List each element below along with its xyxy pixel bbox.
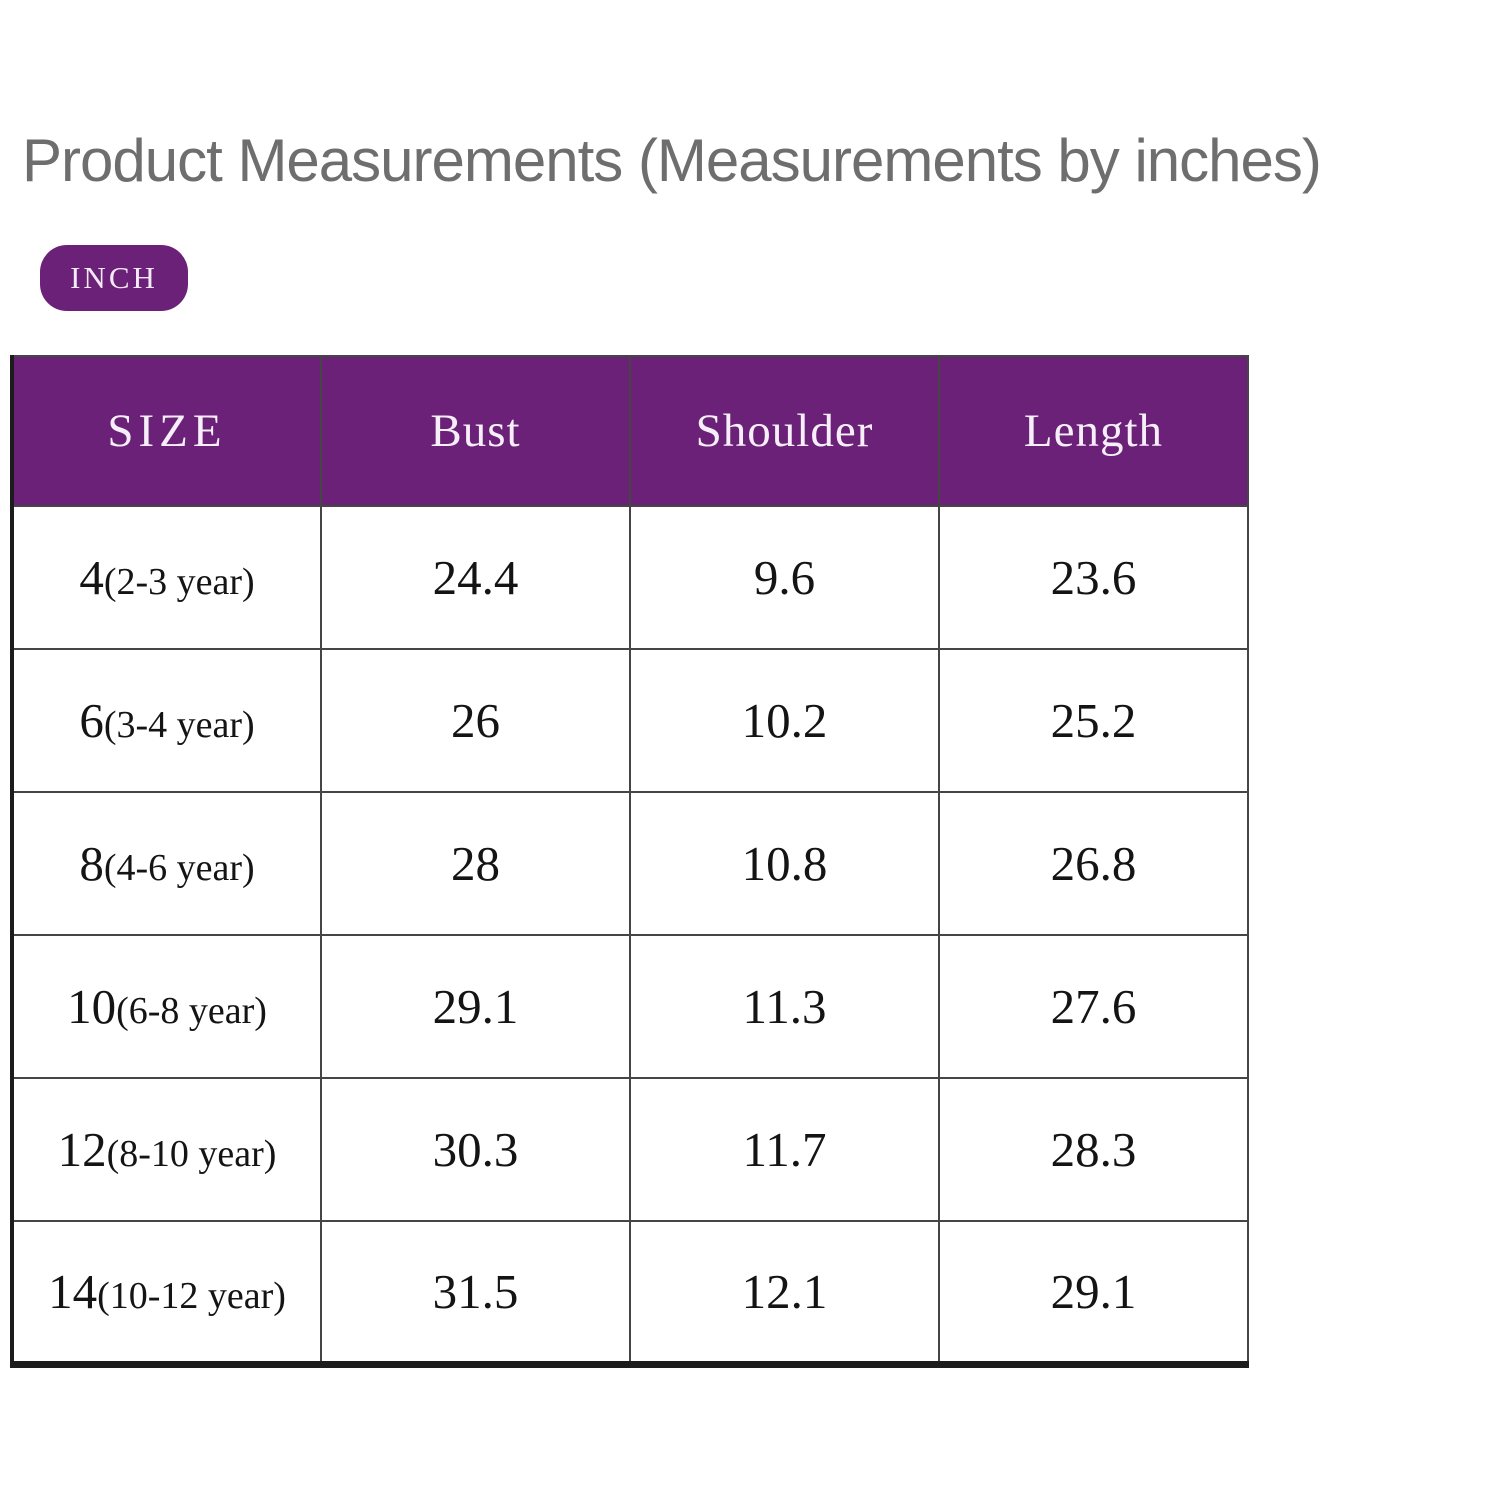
size-value: 6 xyxy=(79,693,104,748)
table-row: 8(4-6 year) 28 10.8 26.8 xyxy=(11,791,1249,936)
table-row: 6(3-4 year) 26 10.2 25.2 xyxy=(11,648,1249,793)
size-age-range: (2-3 year) xyxy=(103,561,255,603)
size-value: 14 xyxy=(48,1263,98,1319)
size-value: 10 xyxy=(67,979,117,1034)
shoulder-cell: 11.3 xyxy=(629,934,940,1079)
bust-cell: 26 xyxy=(320,648,631,793)
shoulder-cell: 11.7 xyxy=(629,1077,940,1222)
bust-cell: 30.3 xyxy=(320,1077,631,1222)
size-cell: 8(4-6 year) xyxy=(11,791,322,936)
table-row: 14(10-12 year) 31.5 12.1 29.1 xyxy=(11,1220,1249,1365)
size-value: 4 xyxy=(79,550,104,605)
bust-cell: 29.1 xyxy=(320,934,631,1079)
table-row: 12(8-10 year) 30.3 11.7 28.3 xyxy=(11,1077,1249,1222)
size-value: 8 xyxy=(79,836,104,891)
length-cell: 25.2 xyxy=(938,648,1249,793)
bust-cell: 31.5 xyxy=(320,1220,631,1365)
size-age-range: (10-12 year) xyxy=(97,1274,286,1317)
column-header-size: SIZE xyxy=(11,355,322,507)
size-cell: 6(3-4 year) xyxy=(11,648,322,793)
size-cell: 14(10-12 year) xyxy=(11,1220,322,1365)
table-row: 4(2-3 year) 24.4 9.6 23.6 xyxy=(11,505,1249,650)
size-cell: 12(8-10 year) xyxy=(11,1077,322,1222)
table-row: 10(6-8 year) 29.1 11.3 27.6 xyxy=(11,934,1249,1079)
size-cell: 10(6-8 year) xyxy=(11,934,322,1079)
length-cell: 23.6 xyxy=(938,505,1249,650)
size-chart-table: SIZE Bust Shoulder Length 4(2-3 year) 24… xyxy=(10,355,1249,1368)
page-title: Product Measurements (Measurements by in… xyxy=(22,127,1322,194)
size-cell: 4(2-3 year) xyxy=(11,505,322,650)
shoulder-cell: 10.8 xyxy=(629,791,940,936)
length-cell: 26.8 xyxy=(938,791,1249,936)
unit-badge-label: INCH xyxy=(70,260,158,295)
size-value: 12 xyxy=(57,1122,107,1177)
length-cell: 27.6 xyxy=(938,934,1249,1079)
size-age-range: (6-8 year) xyxy=(116,990,267,1032)
column-header-length: Length xyxy=(938,355,1249,507)
shoulder-cell: 9.6 xyxy=(629,505,940,650)
bust-cell: 24.4 xyxy=(320,505,631,650)
column-header-shoulder: Shoulder xyxy=(629,355,940,507)
column-header-bust: Bust xyxy=(320,355,631,507)
shoulder-cell: 10.2 xyxy=(629,648,940,793)
header-row: SIZE Bust Shoulder Length xyxy=(11,355,1249,507)
unit-badge: INCH xyxy=(40,245,188,311)
shoulder-cell: 12.1 xyxy=(629,1220,940,1365)
length-cell: 28.3 xyxy=(938,1077,1249,1222)
size-age-range: (4-6 year) xyxy=(103,847,255,889)
size-age-range: (3-4 year) xyxy=(103,704,255,746)
length-cell: 29.1 xyxy=(938,1220,1249,1365)
size-age-range: (8-10 year) xyxy=(106,1133,277,1175)
bust-cell: 28 xyxy=(320,791,631,936)
